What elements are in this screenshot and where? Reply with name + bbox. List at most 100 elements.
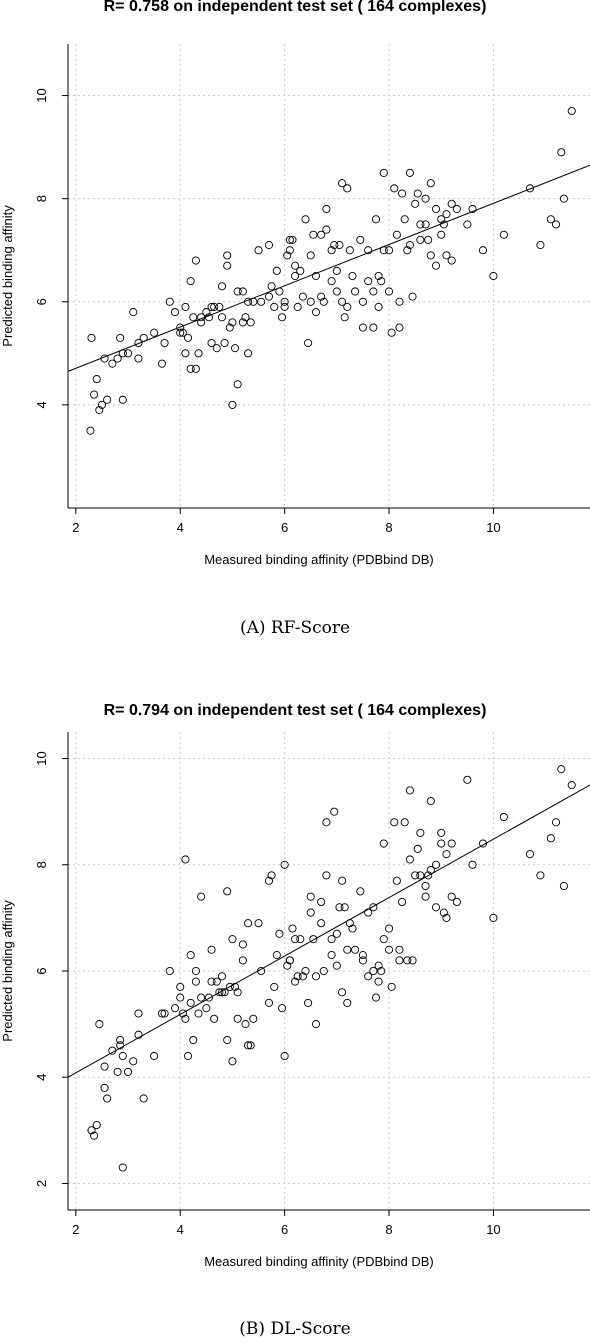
data-point <box>489 271 498 281</box>
data-point <box>123 1067 133 1076</box>
data-point <box>330 807 339 816</box>
data-point <box>86 426 95 435</box>
x-tick-label: 6 <box>281 1222 288 1237</box>
data-point <box>311 308 321 317</box>
data-point <box>118 1051 127 1061</box>
data-point <box>191 966 200 976</box>
data-point <box>390 818 399 827</box>
data-point <box>499 812 508 822</box>
data-point <box>377 277 386 286</box>
data-point <box>387 328 396 337</box>
panel-b: R= 0.794 on independent test set ( 164 c… <box>0 672 590 1344</box>
data-point <box>285 246 294 255</box>
data-point <box>379 935 388 944</box>
data-point <box>87 333 96 342</box>
data-point <box>332 961 341 970</box>
data-point <box>327 277 336 286</box>
data-point <box>134 1030 143 1039</box>
data-point <box>306 892 315 901</box>
data-point <box>468 204 477 214</box>
data-point <box>291 271 300 281</box>
data-point <box>275 929 284 938</box>
data-point <box>437 230 446 239</box>
data-point <box>559 881 568 891</box>
data-point <box>301 966 310 976</box>
y-tick-label: 10 <box>34 88 49 102</box>
data-point <box>280 302 289 311</box>
data-point <box>478 839 488 848</box>
data-point <box>317 919 326 928</box>
data-point <box>340 903 349 912</box>
data-point <box>225 323 234 332</box>
data-point <box>405 168 414 177</box>
data-point <box>304 338 313 348</box>
data-point <box>280 860 289 869</box>
x-tick-label: 8 <box>385 1222 392 1237</box>
data-point <box>217 988 227 997</box>
data-point <box>129 1057 138 1066</box>
data-point <box>317 292 326 301</box>
data-point <box>398 897 407 907</box>
data-point <box>254 919 263 928</box>
data-point <box>395 956 404 965</box>
data-point <box>379 246 388 255</box>
data-point <box>557 765 566 774</box>
data-point <box>272 266 281 275</box>
data-point <box>322 225 331 234</box>
data-point <box>129 308 138 317</box>
data-point <box>557 148 566 157</box>
data-point <box>364 246 373 255</box>
data-point <box>348 271 357 281</box>
data-point <box>311 1020 321 1029</box>
data-point <box>413 844 422 853</box>
data-point <box>405 855 414 864</box>
data-point <box>257 966 266 976</box>
data-point <box>283 961 292 970</box>
data-point <box>330 241 339 250</box>
data-point <box>215 302 224 311</box>
data-point <box>191 256 200 265</box>
data-point <box>337 179 347 188</box>
data-point <box>165 966 174 976</box>
data-point <box>332 266 341 275</box>
data-point <box>411 871 420 880</box>
data-point <box>348 924 357 933</box>
data-point <box>426 179 435 188</box>
data-point <box>202 1004 211 1013</box>
data-point <box>343 998 352 1007</box>
data-point <box>335 241 344 250</box>
data-point <box>358 956 367 965</box>
data-point <box>405 241 414 250</box>
data-point <box>398 189 407 198</box>
data-point <box>90 1131 99 1140</box>
data-point <box>536 241 545 250</box>
data-point <box>139 1094 148 1103</box>
data-point <box>113 1067 122 1076</box>
data-point <box>293 302 302 311</box>
data-point <box>400 215 409 224</box>
data-point <box>335 903 344 912</box>
data-point <box>437 215 446 224</box>
data-point <box>241 1020 250 1029</box>
data-point <box>103 395 112 404</box>
data-point <box>525 184 535 193</box>
data-point <box>567 106 576 116</box>
data-point <box>191 364 200 373</box>
data-point <box>134 354 143 363</box>
data-point <box>392 876 401 885</box>
data-point <box>270 302 279 311</box>
data-point <box>421 194 430 203</box>
data-point <box>285 235 294 244</box>
data-point <box>134 1009 143 1018</box>
x-tick-label: 10 <box>486 1222 500 1237</box>
panel-caption-b: (B) DL-Score <box>239 1319 351 1339</box>
data-point <box>322 818 331 827</box>
data-point <box>246 318 255 327</box>
data-point <box>267 871 276 880</box>
data-point <box>447 892 456 901</box>
data-point <box>293 972 302 981</box>
data-point <box>424 871 433 880</box>
data-point <box>311 972 321 981</box>
data-point <box>233 988 242 997</box>
data-point <box>207 338 216 348</box>
